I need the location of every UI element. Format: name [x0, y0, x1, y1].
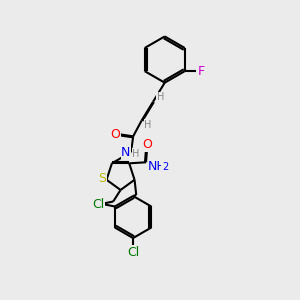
Text: O: O: [110, 128, 120, 141]
Text: O: O: [142, 138, 152, 151]
Text: 2: 2: [162, 162, 168, 172]
Text: N: N: [121, 146, 130, 159]
Text: Cl: Cl: [127, 246, 139, 259]
Text: S: S: [98, 172, 106, 185]
Text: H: H: [157, 92, 164, 102]
Text: H: H: [144, 120, 152, 130]
Text: H: H: [132, 149, 140, 159]
Text: NH: NH: [148, 160, 167, 172]
Text: Cl: Cl: [93, 198, 105, 211]
Text: F: F: [198, 64, 205, 78]
